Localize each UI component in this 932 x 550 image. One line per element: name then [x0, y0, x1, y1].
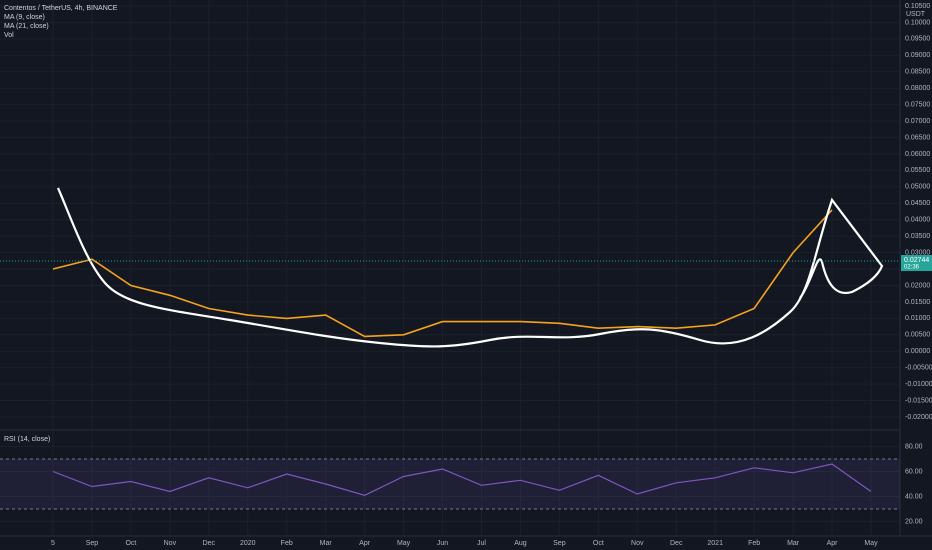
x-tick-label: May — [397, 540, 411, 547]
x-tick-label: 5 — [51, 540, 55, 547]
y-tick-label: 0.02000 — [905, 282, 930, 289]
x-tick-label: Dec — [670, 540, 683, 547]
y-tick-label: 0.07500 — [905, 101, 930, 108]
rsi-title: RSI (14, close) — [4, 436, 50, 443]
indicator-label: MA (9, close) — [4, 14, 45, 21]
y-tick-label: 0.01500 — [905, 299, 930, 306]
y-tick-label: -0.01000 — [905, 381, 932, 388]
y-tick-label: 0.00000 — [905, 348, 930, 355]
x-tick-label: 2020 — [240, 540, 256, 547]
x-tick-label: Oct — [593, 540, 604, 547]
chart-title: Contentos / TetherUS, 4h, BINANCE — [4, 5, 118, 12]
last-price-label: 0.02744 — [904, 257, 929, 264]
y-tick-label: 0.03000 — [905, 249, 930, 256]
y-tick-label: 80.00 — [905, 443, 923, 450]
x-tick-label: May — [864, 540, 878, 547]
y-tick-label: 0.05500 — [905, 167, 930, 174]
currency-label: USDT — [906, 11, 926, 18]
indicator-label: MA (21, close) — [4, 23, 49, 30]
series-line — [52, 209, 833, 338]
y-tick-label: 0.07000 — [905, 118, 930, 125]
series-line — [52, 463, 872, 496]
x-tick-label: Sep — [86, 540, 99, 547]
x-tick-label: Feb — [748, 540, 760, 547]
y-tick-label: -0.02000 — [905, 414, 932, 421]
y-tick-label: 0.04000 — [905, 217, 930, 224]
y-tick-label: 20.00 — [905, 518, 923, 525]
x-tick-label: Apr — [827, 540, 839, 547]
y-tick-label: 0.09500 — [905, 36, 930, 43]
y-tick-label: 0.08000 — [905, 85, 930, 92]
x-tick-label: Mar — [320, 540, 333, 547]
y-tick-label: 0.10000 — [905, 19, 930, 26]
y-tick-label: 0.08500 — [905, 69, 930, 76]
x-tick-label: Feb — [281, 540, 293, 547]
y-tick-label: 0.00500 — [905, 332, 930, 339]
countdown-label: 02:36 — [904, 265, 920, 271]
y-tick-label: 0.05000 — [905, 184, 930, 191]
x-tick-label: Nov — [164, 540, 177, 547]
y-tick-label: 0.04500 — [905, 200, 930, 207]
grid — [0, 0, 900, 536]
x-tick-label: 2021 — [707, 540, 723, 547]
y-tick-label: 0.01000 — [905, 315, 930, 322]
y-tick-label: 40.00 — [905, 493, 923, 500]
x-tick-label: Aug — [514, 540, 527, 547]
y-tick-label: 0.10500 — [905, 3, 930, 10]
y-tick-label: -0.01500 — [905, 397, 932, 404]
x-tick-label: Nov — [631, 540, 644, 547]
x-tick-label: Apr — [359, 540, 371, 547]
x-tick-label: Dec — [203, 540, 216, 547]
x-tick-label: Oct — [125, 540, 136, 547]
plot — [0, 209, 900, 510]
x-tick-label: Sep — [553, 540, 566, 547]
x-tick-label: Jun — [437, 540, 448, 547]
overlay: 5 Sep Oct Nov Dec 2020 Feb Mar Apr May Jun Jul Aug Se… — [0, 3, 932, 547]
x-tick-label: Mar — [787, 540, 800, 547]
last-price-tag — [901, 255, 932, 272]
y-tick-label: 0.03500 — [905, 233, 930, 240]
y-tick-label: 0.06500 — [905, 134, 930, 141]
indicator-label: Vol — [4, 32, 14, 39]
y-tick-label: 0.09000 — [905, 52, 930, 59]
hand-drawn-annotation — [56, 187, 884, 348]
y-tick-label: 0.06000 — [905, 151, 930, 158]
y-tick-label: -0.00500 — [905, 365, 932, 372]
y-tick-label: 60.00 — [905, 468, 923, 475]
x-tick-label: Jul — [477, 540, 486, 547]
rsi-band — [0, 459, 900, 509]
